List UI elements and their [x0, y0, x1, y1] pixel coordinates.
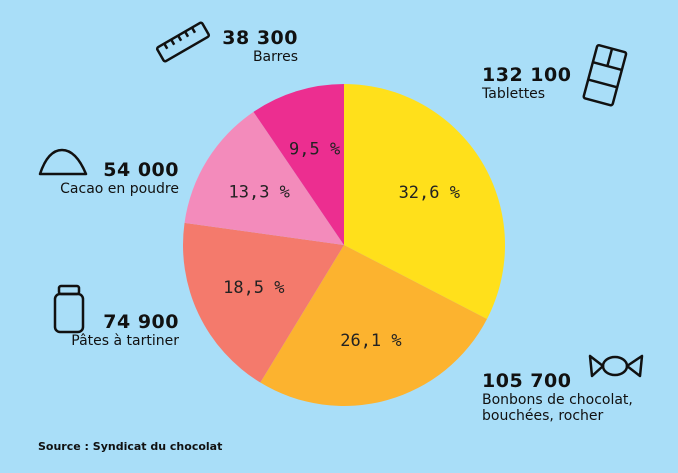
label-pates: 74 900 Pâtes à tartiner	[30, 311, 179, 349]
value-label: 32,6 %	[399, 183, 460, 203]
pie: 32,6 % 26,1 % 18,5 % 13,3 % 9,5 %	[183, 84, 505, 407]
amount: 54 000	[103, 159, 179, 181]
category: Pâtes à tartiner	[71, 333, 179, 349]
label-tablettes: 132 100 Tablettes	[482, 64, 571, 102]
icons	[38, 21, 644, 378]
amount: 105 700	[482, 370, 572, 392]
value-label: 13,3 %	[229, 182, 290, 202]
candy-icon	[588, 354, 644, 378]
source: Source : Syndicat du chocolat	[38, 440, 223, 453]
category: Cacao en poudre	[60, 181, 179, 197]
amount: 38 300	[222, 27, 298, 49]
category: Bonbons de chocolat, bouchées, rocher	[482, 392, 633, 424]
category: Barres	[252, 49, 298, 65]
category: Tablettes	[482, 86, 546, 102]
slice	[183, 222, 344, 383]
jar-icon	[53, 284, 85, 334]
value-label: 9,5 %	[289, 140, 340, 160]
slice	[253, 84, 344, 245]
label-barres: 38 300 Barres	[180, 27, 298, 65]
value-label: 18,5 %	[223, 278, 284, 298]
slice	[260, 245, 487, 407]
bar-icon	[155, 21, 211, 63]
label-bonbons: 105 700 Bonbons de chocolat, bouchées, ro…	[482, 370, 662, 424]
label-cacao: 54 000 Cacao en poudre	[20, 159, 179, 197]
slice	[344, 84, 505, 319]
value-label: 26,1 %	[340, 331, 401, 351]
amount: 74 900	[103, 311, 179, 333]
amount: 132 100	[482, 64, 572, 86]
tablet-icon	[582, 43, 628, 107]
cocoa-icon	[38, 148, 88, 176]
slice	[184, 111, 344, 245]
